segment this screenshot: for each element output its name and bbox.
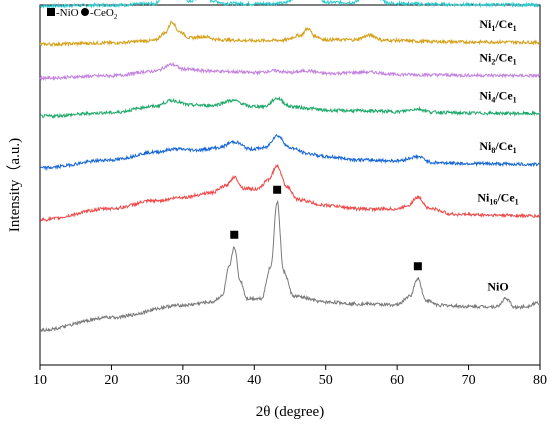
x-axis-title: 2θ (degree) [256, 404, 324, 420]
x-tick-label: 10 [33, 373, 47, 388]
series-layer [39, 0, 541, 333]
series-label: Ni2/Ce1 [479, 51, 516, 67]
series-label: Ni16/Ce1 [477, 190, 518, 206]
series-label: Ni1/Ce1 [479, 17, 516, 33]
x-tick-label: 30 [176, 373, 190, 388]
x-axis-ticks: 10 20 30 40 50 60 70 80 [33, 365, 547, 388]
x-tick-label: 20 [104, 373, 118, 388]
x-tick-label: 40 [247, 373, 261, 388]
legend-label: -NiO [56, 7, 79, 19]
legend-square-icon [47, 8, 55, 16]
series-line [39, 20, 541, 48]
series-line [39, 133, 541, 172]
peak-markers [230, 185, 422, 271]
x-tick-label: 80 [533, 373, 547, 388]
x-tick-label: 50 [319, 373, 333, 388]
nio-peak-marker [230, 230, 239, 239]
legend: -NiO -CeO2 [47, 7, 118, 21]
nio-peak-marker [413, 262, 422, 271]
nio-peak-marker [273, 185, 282, 194]
series-line [39, 0, 541, 9]
plot-frame [39, 4, 541, 366]
legend-circle-icon [81, 8, 89, 16]
series-line [39, 164, 541, 222]
series-label: NiO [487, 280, 508, 294]
x-tick-label: 70 [462, 373, 476, 388]
y-axis-title: Intensity（a.u.) [6, 138, 23, 232]
series-line [39, 199, 541, 333]
x-tick-label: 60 [390, 373, 404, 388]
series-line [39, 96, 541, 119]
series-labels: CeO2Ni1/Ce1Ni2/Ce1Ni4/Ce1Ni8/Ce1Ni16/Ce1… [477, 17, 518, 294]
legend-label: -CeO2 [90, 7, 118, 21]
series-label: Ni8/Ce1 [479, 139, 516, 155]
series-label: Ni4/Ce1 [479, 88, 516, 104]
series-line [39, 61, 541, 82]
